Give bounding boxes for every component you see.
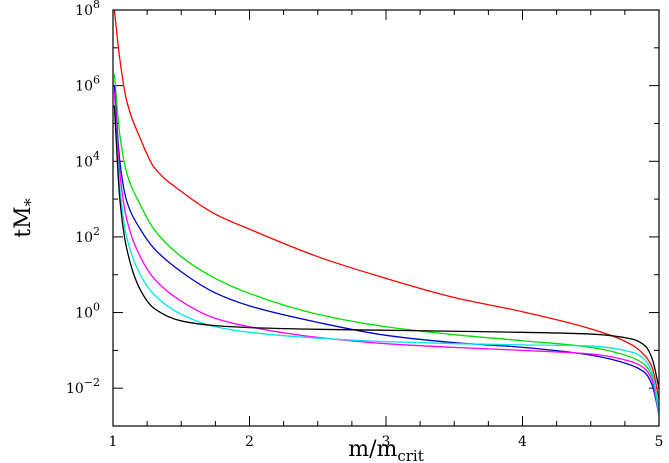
- series-line-4: [113, 91, 660, 415]
- series-line-1: [113, 9, 660, 400]
- series-lines: [113, 9, 660, 415]
- x-tick-label: 3: [382, 434, 391, 450]
- series-line-5: [113, 105, 660, 415]
- y-tick-label: 106: [75, 74, 100, 95]
- x-tick-label: 1: [109, 434, 118, 450]
- y-tick-label: 104: [75, 149, 100, 170]
- y-tick-labels: 108 106 104 102 100 10−2: [66, 0, 100, 397]
- x-tick-label: 4: [518, 434, 527, 450]
- series-line-2: [113, 74, 660, 409]
- y-tick-label: 108: [75, 0, 100, 19]
- y-tick-label: 10−2: [66, 376, 100, 397]
- y-tick-label: 102: [75, 225, 100, 246]
- x-tick-labels: 1 2 3 4 5: [109, 434, 664, 450]
- x-tick-label: 2: [245, 434, 254, 450]
- series-line-6: [113, 105, 660, 389]
- series-line-3: [113, 85, 660, 415]
- x-axis-label-sub: crit: [397, 447, 423, 463]
- x-axis-label-base: m/m: [348, 437, 397, 462]
- x-tick-label: 5: [655, 434, 664, 450]
- y-axis-label-sub: *: [21, 198, 40, 206]
- y-tick-label: 100: [75, 301, 100, 322]
- tick-marks: [112, 9, 660, 427]
- y-axis-label: tM*: [11, 198, 40, 237]
- plot-frame: [112, 9, 660, 427]
- y-axis-label-base: tM: [11, 206, 36, 237]
- x-axis-label: m/mcrit: [348, 437, 424, 463]
